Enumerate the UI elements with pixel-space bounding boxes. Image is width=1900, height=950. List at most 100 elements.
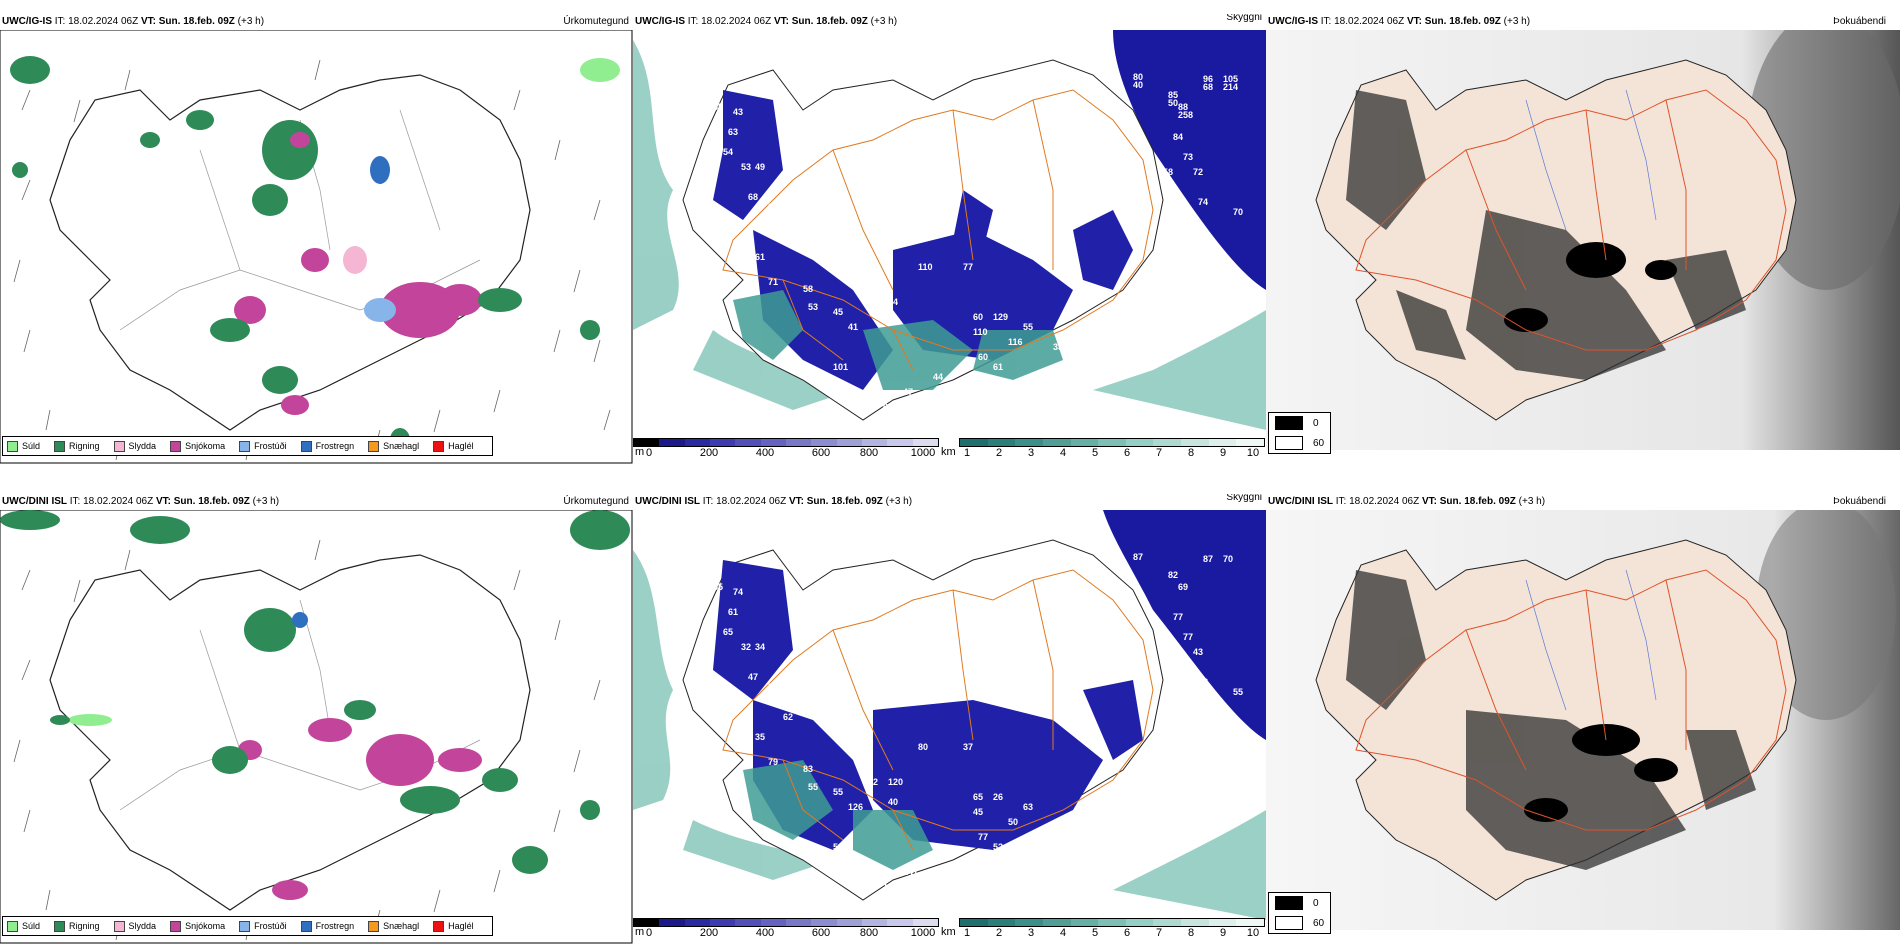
- fog-legend: 0 60: [1268, 412, 1332, 454]
- panel-type-label: Skyggni: [1226, 14, 1262, 23]
- roads: [1355, 89, 1787, 351]
- colorbar-segment: [887, 439, 913, 446]
- colorbar-segment: [659, 439, 685, 446]
- visibility-value-label: 66: [1083, 827, 1093, 837]
- tick-label: 5: [1091, 447, 1099, 459]
- tick-label: 600: [811, 447, 831, 459]
- colorbar-segment: [861, 439, 888, 446]
- visibility-value-label: 47: [903, 387, 913, 397]
- visibility-value-label: 41: [728, 737, 738, 747]
- colorbar-unit-km: km: [941, 446, 956, 458]
- visibility-value-label: 85: [1168, 90, 1178, 100]
- visibility-km-colorbar: 1 2 3 4 5 6 7 8 9 10: [959, 918, 1265, 941]
- colorbar-segment: [836, 919, 862, 926]
- visibility-value-label: 66: [1093, 38, 1103, 48]
- visibility-value-label: 79: [1201, 237, 1211, 247]
- panel-title: UWC/DINI ISL IT: 18.02.2024 06Z VT: Sun.…: [1268, 496, 1546, 507]
- tick-label: 10: [1246, 927, 1260, 939]
- sea-fog-bands: [633, 40, 1266, 430]
- colorbar-segment: [634, 439, 660, 446]
- colorbar-segment: [912, 919, 938, 926]
- precip-map: [0, 510, 633, 944]
- visibility-value-label: 55: [808, 782, 818, 792]
- tick-label: 8: [1187, 927, 1195, 939]
- sea-low-visibility: [1103, 510, 1266, 740]
- roads: [1355, 569, 1787, 831]
- fog-panel-row1: UWC/IG-IS IT: 18.02.2024 06Z VT: Sun. 18…: [1266, 14, 1900, 464]
- visibility-value-label: 96: [1203, 74, 1213, 84]
- visibility-value-label: 68: [1093, 510, 1103, 520]
- legend-item: Rigning: [54, 920, 100, 932]
- visibility-value-label: 55: [833, 787, 843, 797]
- visibility-value-label: 42: [728, 257, 738, 267]
- visibility-value-label: 126: [848, 802, 863, 812]
- visibility-value-label: 43: [1193, 647, 1203, 657]
- visibility-value-label: 88: [1178, 102, 1188, 112]
- fog-legend-item: 0: [1269, 413, 1330, 433]
- colorbar-m-ticks: 0 200 400 600 800 1000: [633, 927, 939, 941]
- colorbar-segment: [1015, 439, 1043, 446]
- tick-label: 400: [755, 927, 775, 939]
- visibility-value-label: 53: [741, 162, 751, 172]
- visibility-value-label: 56: [1201, 717, 1211, 727]
- precip-legend: Súld Rigning Slydda Snjókoma Frostúði Fr…: [2, 916, 493, 936]
- colorbar-segment: [1042, 919, 1071, 926]
- rivers: [1525, 569, 1657, 711]
- visibility-m-colorbar: 0 200 400 600 800 1000: [633, 438, 939, 461]
- teal-visibility-areas: [733, 290, 1063, 390]
- tick-label: 9: [1219, 927, 1227, 939]
- colorbar-segment: [1236, 439, 1265, 446]
- colorbar-km-scale: [959, 918, 1265, 927]
- visibility-value-label: 129: [993, 312, 1008, 322]
- visibility-value-label: 37: [1053, 372, 1063, 382]
- colorbar-segment: [760, 439, 786, 446]
- visibility-value-label: 54: [723, 147, 733, 157]
- visibility-value-label: 101: [833, 362, 848, 372]
- precip-map: [0, 30, 633, 464]
- fog-legend-item: 60: [1269, 433, 1330, 453]
- visibility-value-label: 54: [768, 682, 778, 692]
- precip-areas: [0, 510, 630, 900]
- colorbar-segment: [1042, 439, 1071, 446]
- colorbar-unit-m: m: [635, 926, 645, 938]
- visibility-value-label: 55: [713, 102, 723, 112]
- colorbar-segment: [987, 439, 1016, 446]
- visibility-value-label: 84: [1173, 132, 1183, 142]
- colorbar-segment: [836, 439, 862, 446]
- tick-label: 10: [1246, 447, 1260, 459]
- visibility-value-label: 63: [1023, 802, 1033, 812]
- visibility-value-label: 68: [1203, 82, 1213, 92]
- visibility-value-label: 116: [1008, 337, 1023, 347]
- colorbar-unit-m: m: [635, 446, 645, 458]
- visibility-value-label: 74: [1198, 197, 1208, 207]
- tick-label: 200: [699, 927, 719, 939]
- legend-item: Haglél: [433, 440, 474, 452]
- visibility-value-label: 74: [733, 587, 743, 597]
- tick-label: 6: [1123, 927, 1131, 939]
- colorbar-segment: [735, 919, 761, 926]
- legend-item: Haglél: [433, 920, 474, 932]
- colorbar-segment: [1181, 919, 1209, 926]
- visibility-value-label: 35: [755, 732, 765, 742]
- visibility-value-label: 100: [883, 882, 898, 892]
- visibility-value-label: 47: [711, 742, 721, 752]
- sea-fog-bands: [633, 550, 1266, 920]
- visibility-value-label: 60: [973, 312, 983, 322]
- visibility-value-label: 45: [833, 307, 843, 317]
- colorbar-km-ticks: 1 2 3 4 5 6 7 8 9 10: [959, 447, 1265, 461]
- visibility-value-label: 45: [973, 807, 983, 817]
- visibility-value-label: 80: [918, 742, 928, 752]
- sea-low-visibility: [1113, 30, 1266, 290]
- colorbar-m-ticks: 0 200 400 600 800 1000: [633, 447, 939, 461]
- colorbar-segment: [1098, 919, 1126, 926]
- tick-label: 5: [1091, 927, 1099, 939]
- visibility-value-label: 65: [723, 627, 733, 637]
- tick-label: 2: [995, 927, 1003, 939]
- fog-black-areas: [1504, 242, 1677, 332]
- visibility-value-label: 54: [888, 297, 898, 307]
- visibility-value-label: 63: [728, 127, 738, 137]
- visibility-value-label: 32: [741, 642, 751, 652]
- precip-panel-row2: UWC/DINI ISL IT: 18.02.2024 06Z VT: Sun.…: [0, 494, 633, 944]
